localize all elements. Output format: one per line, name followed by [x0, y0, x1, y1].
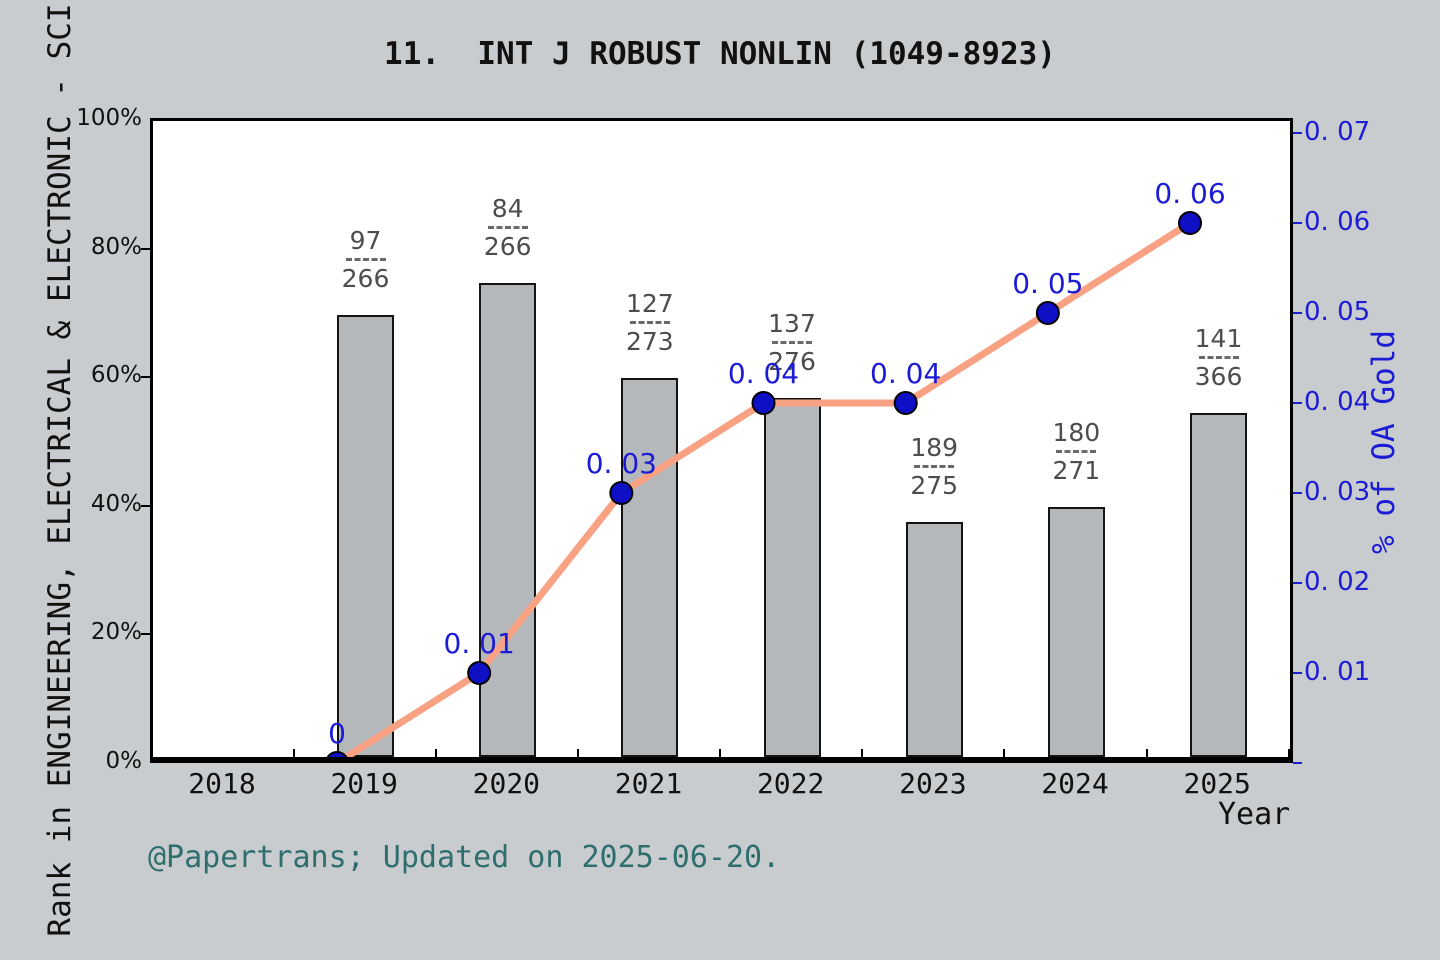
point-value-label-2022: 0. 04: [727, 357, 800, 390]
y-left-tick-label: 40%: [90, 490, 142, 517]
bar-2022: [763, 397, 821, 757]
y-right-tick-label: 0. 03: [1304, 477, 1371, 507]
fraction-label-2025: 141 366: [1169, 325, 1269, 391]
trend-line-path: [339, 220, 1192, 757]
fraction-denominator: 276: [768, 346, 816, 376]
fraction-denominator: 266: [341, 263, 390, 293]
bar-2025: [1190, 413, 1248, 757]
x-tick-label-2021: 2021: [614, 767, 683, 800]
fraction-label-2024: 180 271: [1026, 419, 1126, 485]
bar-2024: [1047, 507, 1105, 757]
y-right-tick: [1293, 492, 1302, 494]
y-right-tick-zero: [1293, 762, 1302, 764]
y-left-tick: [141, 504, 150, 507]
fraction-numerator: 141: [1194, 324, 1243, 354]
data-point-marker-2023: [893, 391, 918, 415]
x-tick-label-2019: 2019: [330, 767, 398, 800]
data-point-marker-2024: [1035, 301, 1060, 325]
footer-credit: @Papertrans; Updated on 2025-06-20.: [148, 840, 781, 875]
y-left-tick-label: 0%: [105, 748, 143, 774]
fraction-numerator: 127: [625, 288, 674, 318]
y-right-tick: [1293, 672, 1302, 674]
fraction-separator: [1198, 356, 1239, 360]
y-right-tick-label: 0. 01: [1304, 657, 1371, 687]
data-point-marker-2022: [751, 391, 776, 415]
y-left-tick: [141, 376, 150, 379]
y-right-axis-title: % of OA Gold: [1366, 330, 1402, 554]
x-tick-label-2025: 2025: [1183, 767, 1251, 800]
y-right-tick-label: 0. 05: [1304, 297, 1371, 327]
y-right-tick-label: 0. 02: [1304, 567, 1371, 597]
y-right-tick: [1293, 582, 1302, 584]
fraction-separator: [629, 320, 670, 324]
x-boundary-tick: [861, 749, 864, 757]
plot-inner: 97 266 84 266 127 273 137 276 189 275 180 271 141 366…: [153, 121, 1290, 757]
fraction-separator: [487, 225, 528, 229]
fraction-denominator: 275: [910, 470, 959, 500]
fraction-separator: [345, 257, 386, 261]
oa-gold-trend-line: [326, 211, 1203, 757]
y-left-tick-label: 60%: [90, 362, 142, 389]
x-boundary-tick: [1145, 749, 1148, 757]
bar-2023: [905, 521, 963, 757]
point-value-label-2020: 0. 01: [443, 627, 515, 660]
x-tick-label-2023: 2023: [899, 767, 967, 800]
fraction-label-2019: 97 266: [316, 225, 416, 293]
x-tick-label-2020: 2020: [472, 767, 541, 800]
x-axis-title: Year: [1218, 797, 1291, 832]
y-left-tick-label: 80%: [90, 233, 142, 260]
y-right-tick-label: 0. 04: [1304, 387, 1371, 417]
x-boundary-tick: [292, 749, 295, 757]
fraction-numerator: 97: [349, 225, 382, 255]
fraction-denominator: 266: [483, 231, 532, 261]
fraction-numerator: 180: [1052, 418, 1101, 448]
y-left-tick: [141, 633, 150, 636]
y-right-tick: [1293, 312, 1302, 314]
point-value-label-2021: 0. 03: [585, 447, 657, 480]
y-right-tick-label: 0. 07: [1304, 117, 1371, 147]
fraction-denominator: 271: [1052, 456, 1101, 486]
fraction-separator: [1056, 450, 1097, 454]
fraction-label-2023: 189 275: [884, 432, 984, 500]
fraction-denominator: 366: [1194, 362, 1243, 392]
bar-2019: [337, 314, 394, 757]
bar-2021: [621, 377, 679, 757]
y-right-tick-label: 0. 06: [1304, 207, 1371, 237]
data-point-marker-2019: [326, 751, 348, 757]
y-right-tick: [1293, 222, 1302, 224]
fraction-label-2020: 84 266: [458, 193, 558, 261]
x-boundary-tick: [1287, 749, 1290, 757]
x-boundary-tick: [1003, 749, 1006, 757]
x-tick-label-2018: 2018: [188, 767, 256, 800]
fraction-separator: [914, 464, 955, 468]
chart-title: 11. INT J ROBUST NONLIN (1049-8923): [384, 36, 1056, 72]
fraction-numerator: 137: [768, 308, 816, 338]
data-point-marker-2020: [467, 661, 492, 685]
y-right-tick: [1293, 132, 1302, 134]
data-point-marker-2025: [1178, 211, 1203, 235]
y-left-tick-label: 100%: [76, 105, 142, 131]
y-left-tick-label: 20%: [90, 619, 142, 646]
y-left-tick: [141, 247, 150, 250]
fraction-label-2021: 127 273: [600, 288, 700, 356]
plot-area: 97 266 84 266 127 273 137 276 189 275 180 271 141 366…: [150, 118, 1293, 763]
x-tick-label-2024: 2024: [1041, 767, 1109, 800]
x-tick-label-2022: 2022: [756, 767, 825, 800]
y-right-tick: [1293, 402, 1302, 404]
fraction-separator: [772, 340, 812, 344]
fraction-denominator: 273: [625, 326, 674, 356]
data-point-marker-2021: [609, 481, 634, 505]
point-value-label-2019: 0: [328, 717, 346, 750]
point-value-label-2024: 0. 05: [1012, 267, 1084, 300]
fraction-numerator: 84: [491, 193, 524, 223]
fraction-numerator: 189: [910, 432, 959, 462]
point-value-label-2025: 0. 06: [1154, 177, 1226, 210]
x-boundary-tick: [434, 749, 437, 757]
point-value-label-2023: 0. 04: [870, 357, 942, 390]
fraction-label-2022: 137 276: [742, 308, 842, 376]
x-boundary-tick: [576, 749, 579, 757]
x-boundary-tick: [719, 749, 722, 757]
y-left-axis-title: Rank in ENGINEERING, ELECTRICAL & ELECTR…: [42, 3, 78, 937]
